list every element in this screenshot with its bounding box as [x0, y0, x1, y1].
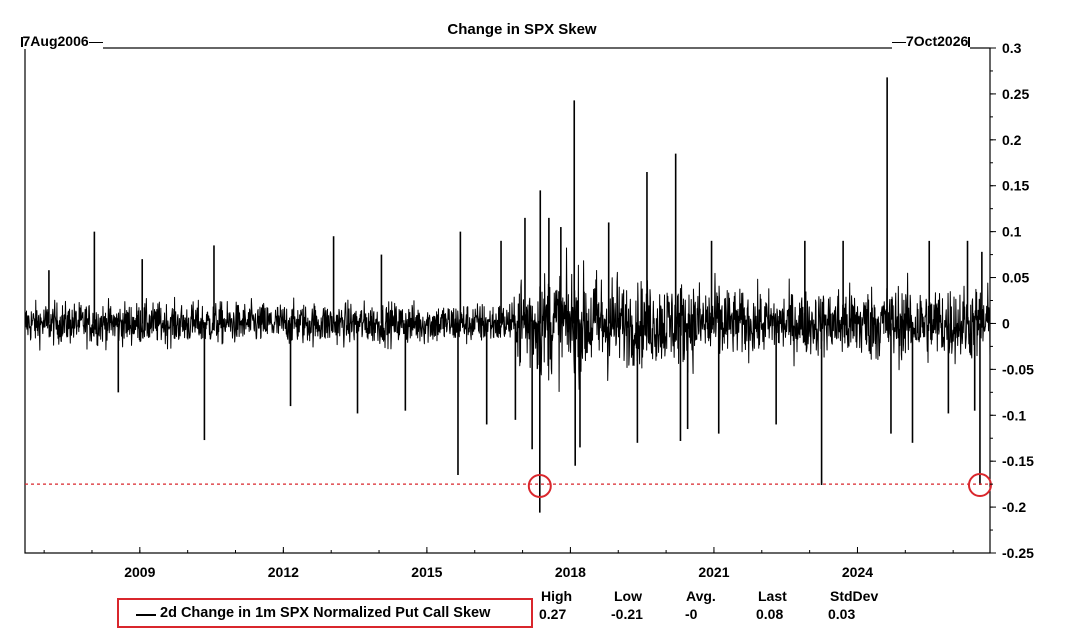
y-tick-label: -0.1	[1002, 407, 1026, 423]
y-tick-label: -0.05	[1002, 361, 1034, 377]
y-tick-label: 0	[1002, 315, 1010, 331]
stat-low-header: Low	[614, 588, 642, 604]
stat-high-value: 0.27	[539, 606, 567, 622]
plot-frame	[24, 47, 991, 554]
stat-last-value: 0.08	[756, 606, 784, 622]
end-date-tick	[968, 37, 970, 48]
x-tick-label: 2012	[268, 564, 299, 580]
y-tick-label: -0.2	[1002, 499, 1026, 515]
highlight-circle	[527, 473, 552, 498]
x-tick-label: 2018	[555, 564, 586, 580]
start-date-dash	[88, 41, 103, 44]
stat-last-header: Last	[758, 588, 787, 604]
x-tick-label: 2015	[411, 564, 442, 580]
y-tick-label: -0.15	[1002, 453, 1034, 469]
x-tick-label: 2024	[842, 564, 873, 580]
legend-series-label: 2d Change in 1m SPX Normalized Put Call …	[160, 605, 491, 621]
y-tick-label: 0.3	[1002, 40, 1022, 56]
x-tick-label: 2021	[698, 564, 729, 580]
end-date-text: 7Oct2026	[906, 33, 969, 49]
stat-high-header: High	[541, 588, 573, 604]
series-line	[24, 247, 991, 392]
y-axis: 0.3 0.25 0.2 0.15 0.1 0.05 0 -0.05 -0.1 -0.15 -0.2…	[990, 40, 1034, 561]
stat-avg-header: Avg.	[686, 588, 716, 604]
start-date-text: 7Aug2006	[22, 33, 89, 49]
y-tick-label: 0.25	[1002, 86, 1029, 102]
end-date-dash	[892, 41, 906, 44]
y-tick-label: 0.1	[1002, 224, 1022, 240]
legend-highlight-box	[117, 598, 533, 628]
stat-stddev-value: 0.03	[828, 606, 856, 622]
y-tick-label: -0.25	[1002, 545, 1034, 561]
x-tick-label: 2009	[124, 564, 155, 580]
chart-title: Change in SPX Skew	[447, 21, 597, 38]
end-date-label: 7Oct2026	[892, 33, 970, 49]
series-spikes	[48, 77, 983, 513]
start-date-tick	[21, 37, 23, 48]
start-date-label: 7Aug2006	[21, 33, 103, 49]
stat-stddev-header: StdDev	[830, 588, 879, 604]
highlight-circles	[527, 473, 992, 498]
stat-low-value: -0.21	[611, 606, 643, 622]
stat-avg-value: -0	[685, 606, 698, 622]
highlight-circle	[967, 473, 992, 498]
y-tick-label: 0.2	[1002, 132, 1022, 148]
y-tick-label: 0.15	[1002, 178, 1029, 194]
legend-line-swatch	[136, 614, 156, 616]
x-axis: 2009 2012 2015 2018 2021 2024	[43, 547, 954, 580]
y-tick-label: 0.05	[1002, 270, 1029, 286]
